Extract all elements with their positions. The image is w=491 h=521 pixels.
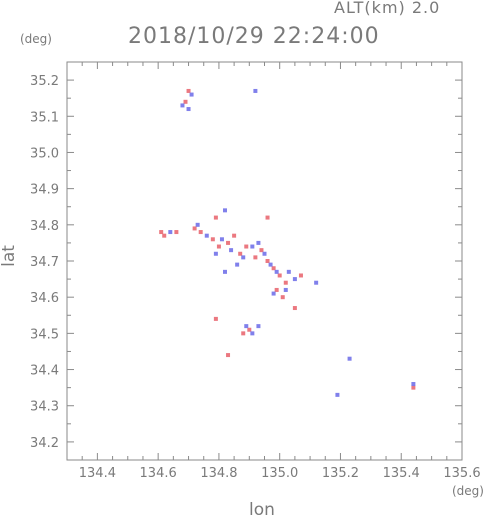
red-echo-point bbox=[213, 215, 218, 220]
blue-echo-point bbox=[235, 262, 240, 267]
y-tick-label: 34.8 bbox=[30, 219, 59, 234]
altitude-label: ALT(km) 2.0 bbox=[334, 0, 441, 17]
red-echo-point bbox=[174, 230, 179, 235]
blue-echo-point bbox=[268, 262, 273, 267]
red-echo-point bbox=[253, 255, 258, 260]
y-tick-label: 34.4 bbox=[30, 364, 59, 379]
blue-echo-point bbox=[335, 392, 340, 397]
y-tick-label: 35.2 bbox=[30, 74, 59, 89]
red-echo-point bbox=[210, 237, 215, 242]
x-tick-label: 135.0 bbox=[261, 466, 298, 481]
y-tick-label: 35.0 bbox=[30, 146, 59, 161]
red-echo-point bbox=[226, 240, 231, 245]
red-echo-point bbox=[244, 244, 249, 249]
red-echo-point bbox=[265, 259, 270, 263]
blue-echo-point bbox=[229, 248, 234, 253]
red-echo-point bbox=[241, 331, 246, 336]
blue-echo-point bbox=[223, 269, 227, 274]
x-tick-label: 135.6 bbox=[443, 466, 480, 481]
y-tick-label: 34.2 bbox=[30, 436, 59, 451]
red-echo-point bbox=[232, 233, 237, 238]
axis-ticks: 134.4 134.6 134.8 135.0 135.2 135.4 135.6 34.2 3… bbox=[30, 61, 481, 481]
plot-frame bbox=[66, 61, 463, 461]
blue-echo-point bbox=[256, 240, 261, 245]
x-tick-label: 135.2 bbox=[322, 466, 359, 481]
blue-echo-point bbox=[262, 251, 267, 256]
y-tick-label: 34.9 bbox=[30, 183, 59, 198]
blue-echo-point bbox=[256, 324, 261, 329]
blue-echo-point bbox=[314, 280, 319, 285]
red-echo-point bbox=[159, 230, 164, 235]
plot-frame-rect bbox=[66, 61, 463, 461]
red-echo-point bbox=[213, 316, 218, 321]
red-echo-point bbox=[298, 273, 303, 278]
blue-echo-point bbox=[244, 324, 249, 329]
blue-echo-point bbox=[189, 92, 194, 97]
red-echo-point bbox=[292, 306, 297, 311]
blue-echo-point bbox=[241, 255, 246, 260]
y-tick-label: 34.7 bbox=[30, 255, 59, 270]
blue-echo-point bbox=[411, 382, 416, 387]
y-tick-label: 35.1 bbox=[30, 110, 59, 125]
red-echo-point bbox=[162, 233, 167, 238]
x-tick-label: 134.8 bbox=[200, 466, 237, 481]
y-unit-label: (deg) bbox=[20, 32, 52, 46]
red-echo-point bbox=[277, 273, 282, 278]
y-tick-label: 34.3 bbox=[30, 400, 59, 415]
blue-echo-point bbox=[219, 237, 224, 242]
blue-echo-point bbox=[292, 277, 297, 282]
red-echo-point bbox=[186, 88, 191, 93]
red-echo-point bbox=[183, 99, 188, 104]
blue-echo-point bbox=[286, 269, 291, 274]
blue-echo-point bbox=[250, 244, 255, 249]
red-echo-point bbox=[411, 385, 416, 390]
red-echo-point bbox=[192, 226, 197, 231]
blue-echo-point bbox=[253, 88, 258, 93]
red-echo-point bbox=[274, 287, 279, 292]
red-echo-point bbox=[265, 215, 270, 220]
red-echo-point bbox=[238, 251, 243, 256]
x-tick-label: 135.4 bbox=[383, 466, 420, 481]
blue-echo-point bbox=[347, 356, 352, 361]
blue-echo-point bbox=[250, 331, 255, 336]
blue-echo-point bbox=[213, 251, 218, 256]
echo-points bbox=[159, 88, 416, 397]
red-echo-point bbox=[283, 280, 288, 285]
blue-echo-point bbox=[180, 103, 185, 108]
red-echo-point bbox=[280, 295, 285, 300]
blue-echo-point bbox=[283, 287, 288, 292]
y-tick-label: 34.6 bbox=[30, 291, 59, 306]
red-echo-point bbox=[216, 244, 221, 249]
blue-echo-point bbox=[168, 230, 173, 235]
blue-echo-point bbox=[223, 208, 227, 213]
x-tick-label: 134.4 bbox=[79, 466, 116, 481]
timestamp-title: 2018/10/29 22:24:00 bbox=[128, 24, 380, 49]
red-echo-point bbox=[247, 327, 252, 332]
red-echo-point bbox=[198, 230, 203, 235]
blue-echo-point bbox=[271, 291, 276, 296]
red-echo-point bbox=[226, 353, 231, 358]
blue-echo-point bbox=[274, 269, 279, 274]
red-echo-point bbox=[259, 248, 264, 253]
blue-echo-point bbox=[195, 222, 200, 227]
red-echo-point bbox=[271, 266, 276, 271]
blue-echo-point bbox=[186, 107, 191, 112]
y-tick-label: 34.5 bbox=[30, 327, 59, 342]
blue-echo-point bbox=[204, 233, 209, 238]
x-axis-label: lon bbox=[249, 500, 275, 520]
x-unit-label: (deg) bbox=[452, 484, 484, 498]
x-tick-label: 134.6 bbox=[140, 466, 177, 481]
